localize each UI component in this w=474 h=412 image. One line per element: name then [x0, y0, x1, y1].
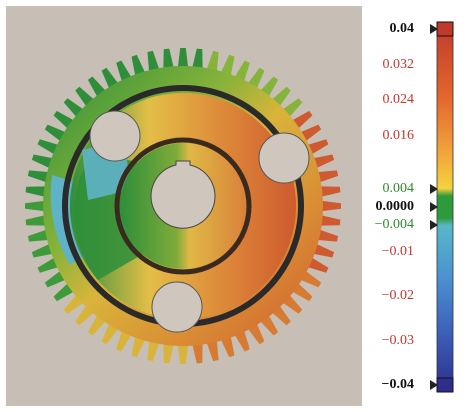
colorbar [436, 21, 454, 393]
colorbar-tick-label: 0.024 [382, 92, 415, 108]
gear-tooth [320, 200, 341, 212]
gear-tooth [131, 54, 146, 77]
colorbar-bottom-cap [436, 377, 454, 393]
gear-tooth [101, 322, 119, 345]
gear-tooth [37, 257, 60, 273]
gear-tooth [27, 170, 50, 183]
gear-tooth [25, 215, 47, 226]
gear-tooth [192, 342, 203, 364]
colorbar-marker-arrow [430, 219, 438, 230]
gear-tooth [247, 67, 265, 90]
lightening-hole-upper-left [89, 110, 141, 162]
gear-tooth [192, 48, 203, 70]
gear-tooth [163, 342, 174, 364]
gear-tooth [316, 229, 339, 242]
gear-tooth [299, 124, 322, 142]
gear-tooth [234, 329, 250, 352]
colorbar-top-cap [436, 21, 454, 37]
lightening-hole-bottom [151, 281, 203, 333]
gear-tooth [319, 215, 341, 226]
gear-tooth [44, 124, 67, 142]
gear-tooth [177, 343, 189, 364]
gear-tooth [131, 335, 146, 358]
gear-tooth [44, 270, 67, 288]
hub-ring [114, 137, 252, 275]
colorbar-tick-label: 0.0000 [375, 199, 415, 214]
gear-tooth [306, 257, 329, 273]
gear-tooth [316, 170, 339, 183]
gear-tooth [31, 243, 54, 258]
gear-tooth [206, 339, 219, 362]
colorbar-marker-arrow [430, 380, 438, 390]
gear-tooth [27, 229, 50, 242]
colorbar-tick-label: 0.04 [389, 21, 415, 36]
gear-tooth [312, 243, 335, 258]
colorbar-tick-label: −0.03 [381, 332, 414, 348]
colorbar-tick-label: −0.01 [381, 243, 414, 259]
colorbar-tick-label: 0.004 [382, 181, 415, 197]
gear-tooth [299, 270, 322, 288]
gear-tooth [312, 154, 335, 169]
gear-tooth [101, 67, 119, 90]
gear-tooth [25, 200, 46, 212]
gear-tooth [234, 60, 250, 83]
gear-tooth [177, 48, 189, 69]
gear-tooth [163, 48, 174, 70]
gear-tooth [147, 50, 160, 73]
gear-tooth [319, 186, 341, 197]
colorbar-tick-label: −0.004 [374, 216, 414, 232]
colorbar-tick-label: −0.02 [381, 288, 414, 303]
colorbar-tick-label: 0.016 [382, 127, 415, 143]
gear-tooth [31, 154, 54, 169]
gear-tooth [147, 339, 160, 362]
colorbar-tick-label: −0.04 [381, 377, 414, 392]
gear-tooth [220, 335, 235, 358]
center-bore [150, 160, 216, 229]
gear-tooth [306, 139, 329, 155]
colorbar-marker-arrow [430, 24, 438, 34]
gear-tooth [206, 50, 219, 73]
colorbar-marker-arrow [430, 184, 438, 195]
gear-tooth [116, 329, 132, 352]
gear-tooth [25, 186, 47, 197]
gear-tooth [37, 139, 60, 155]
colorbar-marker-arrow [430, 202, 438, 212]
gear-tooth [116, 60, 132, 83]
lightening-hole-right [258, 132, 310, 184]
colorbar-tick-label: 0.032 [382, 56, 415, 72]
gear-tooth [220, 54, 235, 77]
gear-tooth [247, 322, 265, 345]
